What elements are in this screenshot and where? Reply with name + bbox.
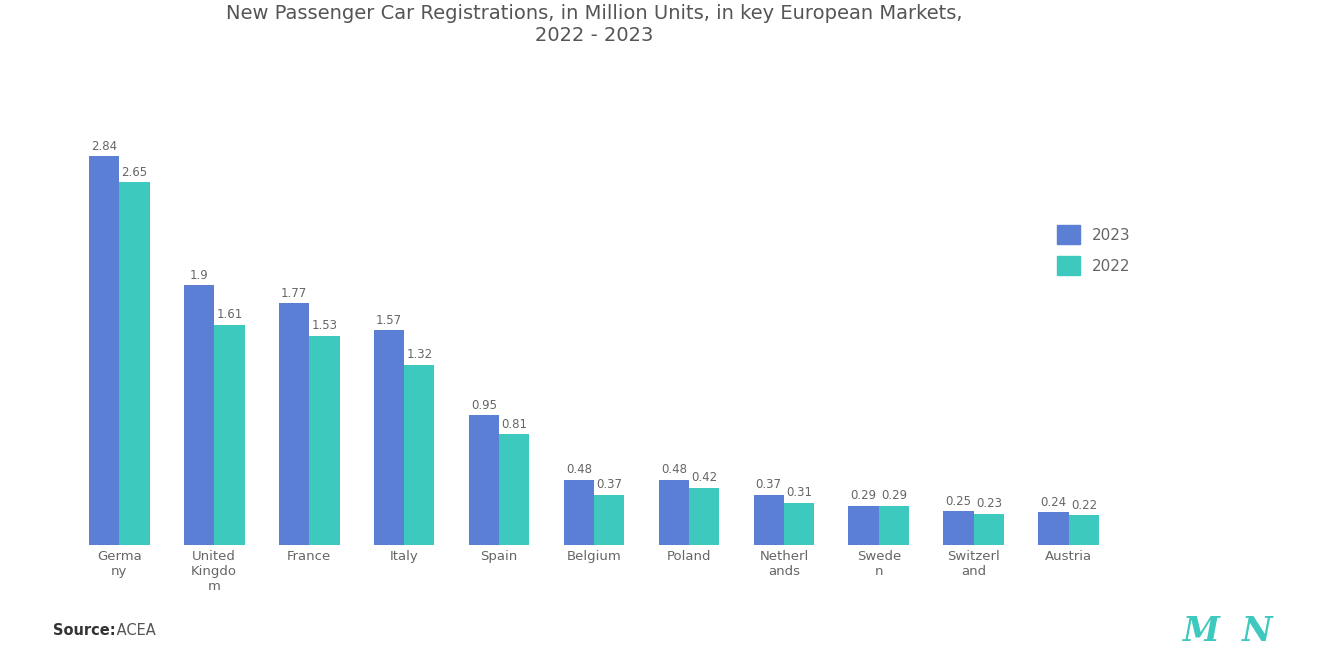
Text: 1.9: 1.9: [190, 269, 209, 282]
Bar: [499, 434, 529, 545]
Bar: [754, 495, 784, 545]
Bar: [183, 285, 214, 545]
Text: 0.29: 0.29: [850, 489, 876, 502]
Bar: [88, 156, 119, 545]
Text: 0.81: 0.81: [502, 418, 527, 431]
Text: 2.65: 2.65: [121, 166, 148, 179]
Text: 0.24: 0.24: [1040, 496, 1067, 509]
Text: 0.42: 0.42: [692, 471, 717, 484]
Legend: 2023, 2022: 2023, 2022: [1049, 217, 1138, 283]
Bar: [279, 303, 309, 545]
Text: 0.22: 0.22: [1071, 499, 1097, 512]
Text: 1.77: 1.77: [281, 287, 308, 299]
Bar: [849, 505, 879, 545]
Text: 0.48: 0.48: [661, 463, 686, 476]
Bar: [374, 331, 404, 545]
Text: M: M: [1183, 615, 1220, 648]
Text: 0.37: 0.37: [756, 478, 781, 491]
Bar: [1069, 515, 1100, 545]
Bar: [784, 503, 814, 545]
Text: 1.61: 1.61: [216, 309, 243, 321]
Text: ACEA: ACEA: [112, 623, 156, 638]
Bar: [689, 488, 719, 545]
Bar: [214, 325, 244, 545]
Text: 2.84: 2.84: [91, 140, 117, 153]
Title: New Passenger Car Registrations, in Million Units, in key European Markets,
2022: New Passenger Car Registrations, in Mill…: [226, 4, 962, 45]
Bar: [974, 514, 1005, 545]
Text: 0.25: 0.25: [945, 495, 972, 507]
Text: 0.48: 0.48: [566, 463, 591, 476]
Bar: [119, 182, 149, 545]
Bar: [879, 505, 909, 545]
Bar: [309, 336, 339, 545]
Text: 0.31: 0.31: [787, 486, 812, 499]
Bar: [1039, 513, 1069, 545]
Text: 0.37: 0.37: [597, 478, 622, 491]
Text: 1.57: 1.57: [376, 314, 403, 327]
Text: 1.32: 1.32: [407, 348, 433, 361]
Text: 0.23: 0.23: [975, 497, 1002, 511]
Bar: [594, 495, 624, 545]
Bar: [564, 479, 594, 545]
Text: 1.53: 1.53: [312, 319, 338, 332]
Text: N: N: [1241, 615, 1272, 648]
Text: 0.95: 0.95: [471, 399, 496, 412]
Bar: [469, 415, 499, 545]
Text: Source:: Source:: [53, 623, 115, 638]
Text: 0.29: 0.29: [880, 489, 907, 502]
Bar: [944, 511, 974, 545]
Bar: [659, 479, 689, 545]
Bar: [404, 364, 434, 545]
